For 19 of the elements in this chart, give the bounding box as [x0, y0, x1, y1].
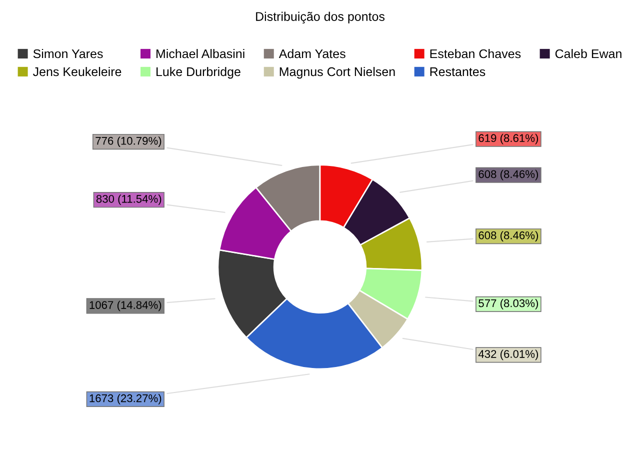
legend-label: Michael Albasini — [156, 48, 244, 58]
data-label: 608 (8.46%) — [478, 170, 538, 180]
legend-label: Jens Keukeleire — [33, 66, 122, 76]
data-label: 577 (8.03%) — [478, 299, 538, 310]
legend-label: Magnus Cort Nielsen — [280, 66, 395, 79]
data-label: 619 (8.61%) — [478, 134, 538, 144]
legend-label: Simon Yares — [33, 48, 103, 58]
chart-title: Distribuição dos pontos — [256, 12, 385, 24]
legend-label: Restantes — [430, 67, 486, 76]
legend-label: Caleb Ewan — [555, 48, 622, 58]
data-label: 830 (11.54%) — [96, 194, 162, 206]
data-label: 1067 (14.84%) — [90, 300, 162, 312]
data-label: 608 (8.46%) — [478, 231, 538, 242]
legend-label: Esteban Chaves — [430, 48, 521, 58]
data-label: 432 (6.01%) — [478, 350, 538, 360]
data-label: 776 (10.79%) — [96, 136, 162, 147]
legend-label: Adam Yates — [278, 48, 346, 58]
legend-label: Luke Durbridge — [156, 66, 240, 79]
data-label: 1673 (23.27%) — [90, 394, 162, 404]
